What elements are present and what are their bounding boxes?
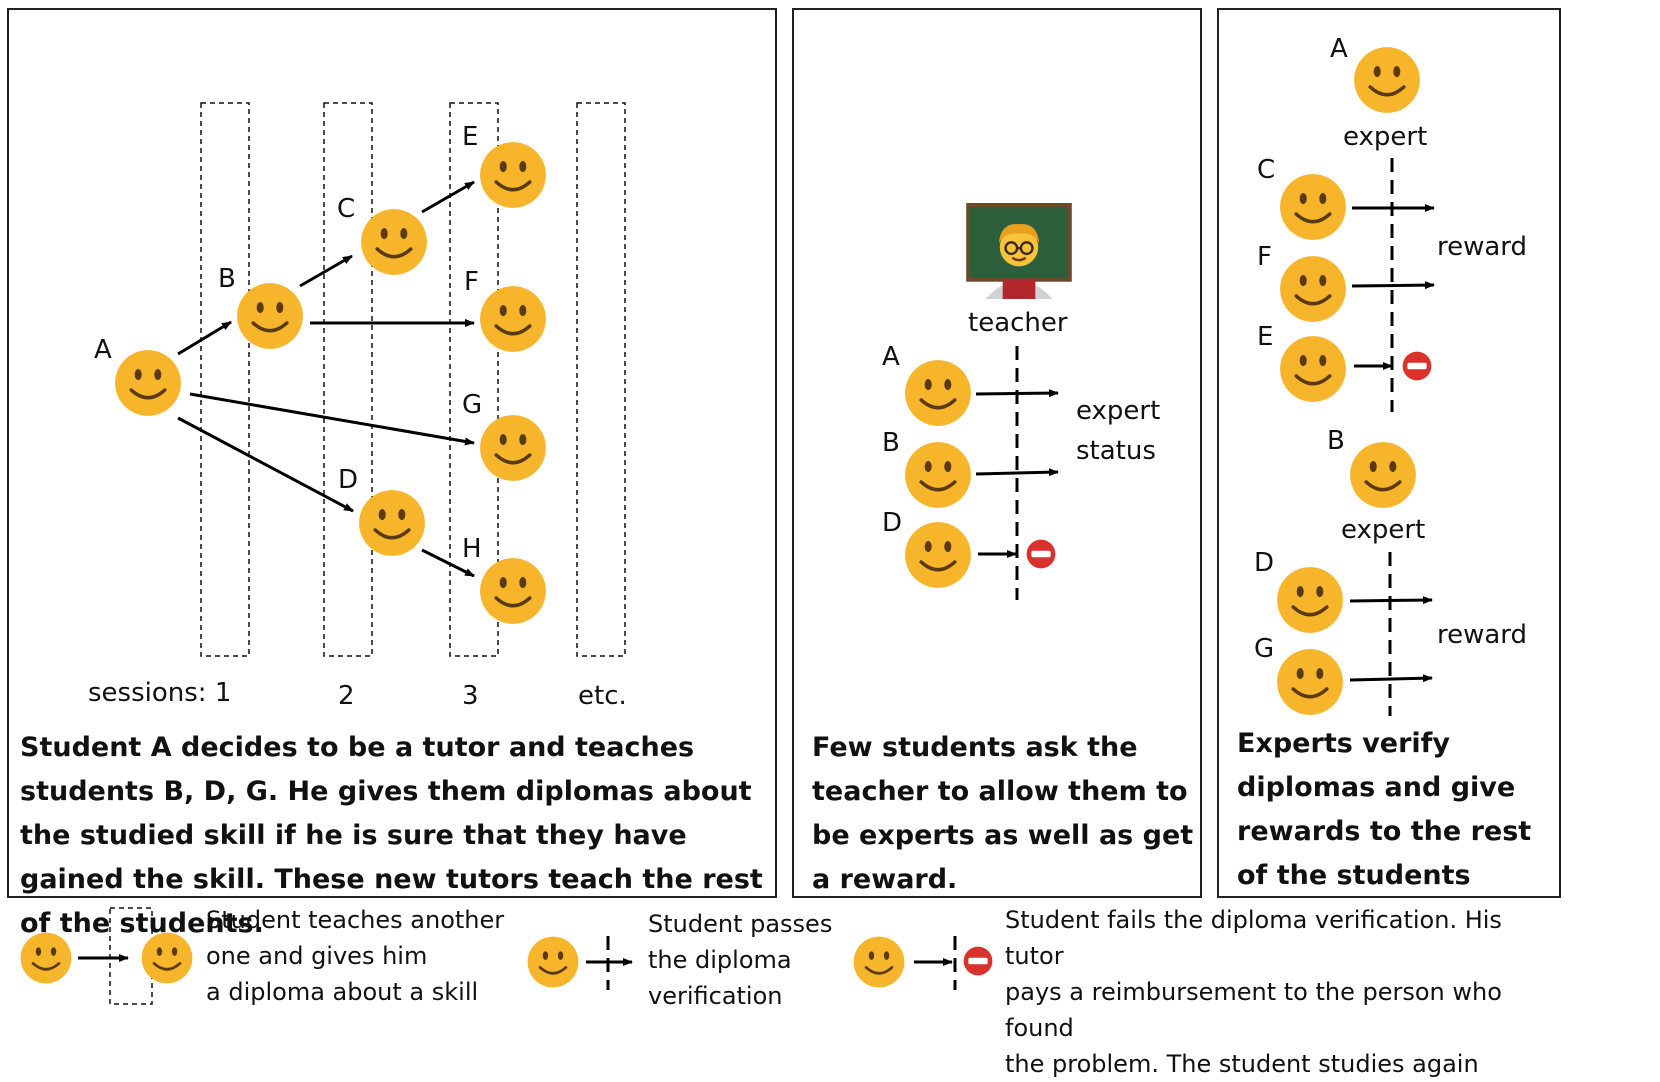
smiling-face-icon — [1280, 336, 1346, 402]
expert-name-b: B — [1327, 426, 1345, 456]
smiling-face-icon — [853, 936, 905, 988]
legend-teach-line: one and gives him — [206, 942, 428, 970]
arrow-c-e — [421, 180, 475, 214]
legend-teach-text: Student teaches another one and gives hi… — [206, 902, 504, 1010]
node-label-b: B — [218, 264, 236, 294]
smiling-face-icon — [480, 286, 546, 352]
legend-teach-line: Student teaches another — [206, 906, 505, 934]
tutoring-panel — [7, 8, 777, 898]
arrow-a-b — [177, 320, 232, 356]
expert-student-label-d: D — [1254, 548, 1275, 578]
smiling-face-icon — [905, 522, 971, 588]
smiling-face-icon — [1354, 47, 1420, 113]
smiling-face-icon — [237, 283, 303, 349]
session-label-etc: etc. — [578, 681, 627, 711]
legend-fail-line: the problem. The student studies again — [1005, 1050, 1479, 1078]
expert-name-a: A — [1330, 34, 1348, 64]
session-column-2 — [323, 102, 373, 657]
smiling-face-icon — [527, 936, 579, 988]
node-label-d: D — [338, 465, 359, 495]
smiling-face-icon — [480, 558, 546, 624]
legend-teach-line: a diploma about a skill — [206, 978, 479, 1006]
experts-caption: Experts verify diplomas and give rewards… — [1237, 728, 1532, 891]
arrow-a-d — [177, 416, 354, 513]
legend-fail-text: Student fails the diploma verification. … — [1005, 902, 1560, 1082]
teacher-caption: Few students ask the teacher to allow th… — [812, 732, 1194, 895]
expert-student-label-f: F — [1257, 242, 1272, 272]
expert-student-label-c: C — [1257, 155, 1276, 185]
legend-pass-text: Student passes the diploma verification — [648, 906, 832, 1014]
teacher-student-label-b: B — [882, 428, 900, 458]
arrow-expert-d — [1349, 596, 1433, 605]
teacher-student-label-d: D — [882, 508, 903, 538]
arrow-b-c — [299, 254, 353, 288]
arrow-d-h — [421, 548, 475, 578]
node-label-g: G — [462, 390, 483, 420]
no-entry-icon — [963, 946, 993, 976]
teacher-student-label-a: A — [882, 342, 900, 372]
smiling-face-icon — [1277, 567, 1343, 633]
teacher-label: teacher — [968, 308, 1068, 338]
smiling-face-icon — [141, 932, 193, 984]
session-label-2: 2 — [338, 681, 355, 711]
smiling-face-icon — [480, 415, 546, 481]
legend-pass-line: verification — [648, 982, 783, 1010]
arrow-expert-f — [1351, 281, 1435, 290]
no-entry-icon — [1026, 539, 1056, 569]
session-label-3: 3 — [462, 681, 479, 711]
smiling-face-icon — [1280, 256, 1346, 322]
session-label-1: sessions: 1 — [88, 678, 232, 708]
node-label-h: H — [462, 534, 482, 564]
teacher-panel — [792, 8, 1202, 898]
expert-student-label-g: G — [1254, 634, 1275, 664]
smiling-face-icon — [1350, 442, 1416, 508]
reward-label-2: reward — [1437, 620, 1528, 650]
smiling-face-icon — [480, 142, 546, 208]
legend-fail-line: pays a reimbursement to the person who f… — [1005, 978, 1502, 1042]
node-label-e: E — [462, 122, 479, 152]
expert-label-1: expert — [1343, 122, 1428, 152]
arrow-teacher-a — [975, 389, 1059, 398]
legend-fail-line: Student fails the diploma verification. … — [1005, 906, 1502, 970]
session-column-1 — [200, 102, 250, 657]
session-column-etc — [576, 102, 626, 657]
expert-status-label-1: expert — [1076, 396, 1161, 426]
reward-label-1: reward — [1437, 232, 1528, 262]
expert-label-2: expert — [1341, 515, 1426, 545]
expert-student-label-e: E — [1257, 322, 1274, 352]
legend-pass-line: the diploma — [648, 946, 792, 974]
smiling-face-icon — [115, 350, 181, 416]
smiling-face-icon — [905, 360, 971, 426]
legend-pass-line: Student passes — [648, 910, 833, 938]
smiling-face-icon — [1280, 174, 1346, 240]
expert-status-label-2: status — [1076, 436, 1156, 466]
smiling-face-icon — [359, 490, 425, 556]
experts-panel — [1217, 8, 1561, 898]
node-label-f: F — [464, 267, 479, 297]
node-label-c: C — [337, 194, 356, 224]
tutoring-caption: Student A decides to be a tutor and teac… — [20, 732, 763, 939]
smiling-face-icon — [905, 442, 971, 508]
teacher-icon — [966, 203, 1072, 299]
smiling-face-icon — [361, 209, 427, 275]
session-column-3 — [449, 102, 499, 657]
no-entry-icon — [1402, 351, 1432, 381]
node-label-a: A — [94, 335, 112, 365]
smiling-face-icon — [1277, 649, 1343, 715]
arrow-teacher-b — [975, 468, 1059, 477]
arrow-a-g — [189, 392, 475, 446]
arrow-expert-g — [1349, 674, 1433, 683]
smiling-face-icon — [20, 932, 72, 984]
